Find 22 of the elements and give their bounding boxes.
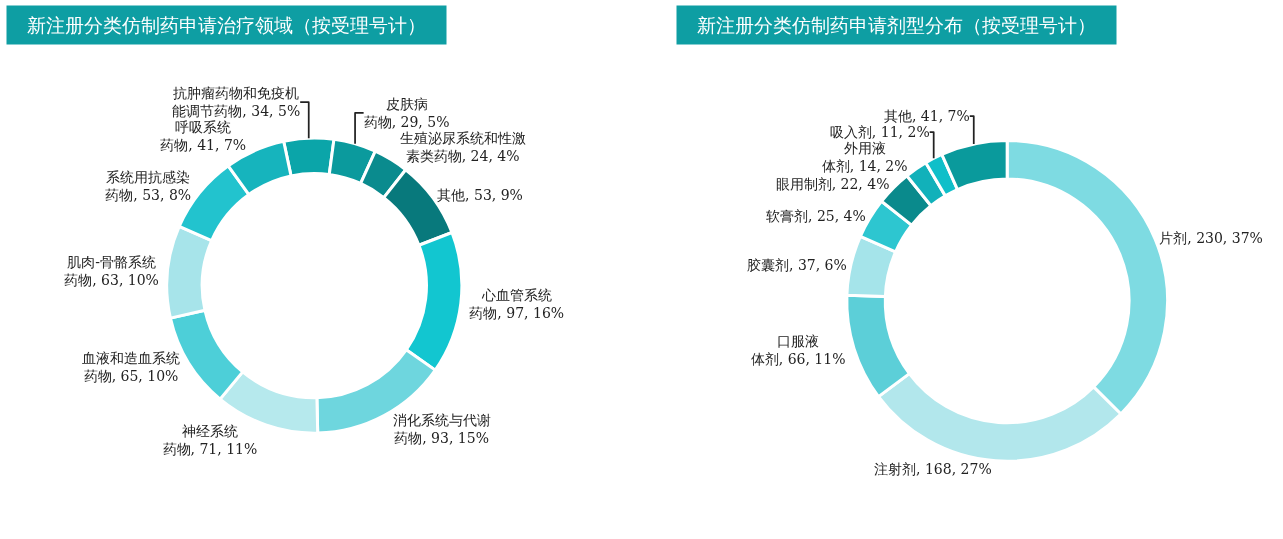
slice-label: 呼吸系统药物, 41, 7% (160, 119, 247, 154)
slice-label: 其他, 53, 9% (437, 187, 523, 204)
slice-label: 抗肿瘤药物和免疫机能调节药物, 34, 5% (172, 85, 301, 120)
slice-label: 神经系统药物, 71, 11% (162, 423, 258, 458)
slice-label: 生殖泌尿系统和性激素类药物, 24, 4% (399, 130, 526, 165)
slice-label: 吸入剂, 11, 2% (829, 124, 930, 141)
slice-label: 皮肤病药物, 29, 5% (363, 95, 450, 131)
slice-label: 眼用制剂, 22, 4% (775, 175, 890, 192)
slice-label: 其他, 41, 7% (883, 108, 970, 125)
slice-label: 软膏剂, 25, 4% (765, 207, 866, 224)
slice-label: 系统用抗感染药物, 53, 8% (105, 168, 192, 204)
slice-label: 片剂, 230, 37% (1159, 230, 1263, 247)
chart-title: 新注册分类仿制药申请治疗领域（按受理号计） (15, 14, 439, 36)
slice-label: 血液和造血系统药物, 65, 10% (81, 350, 180, 385)
chart-title: 新注册分类仿制药申请剂型分布（按受理号计） (685, 14, 1109, 36)
slice-label: 口服液体剂, 66, 11% (750, 332, 846, 368)
slice-label: 外用液体剂, 14, 2% (821, 140, 908, 175)
slice-label: 心血管系统药物, 97, 16% (469, 286, 565, 321)
slice-label: 注射剂, 168, 27% (874, 460, 992, 477)
slice-label: 胶囊剂, 37, 6% (747, 256, 847, 273)
slice-label: 消化系统与代谢药物, 93, 15% (392, 411, 491, 447)
slice-label: 肌肉-骨骼系统药物, 63, 10% (64, 254, 159, 289)
